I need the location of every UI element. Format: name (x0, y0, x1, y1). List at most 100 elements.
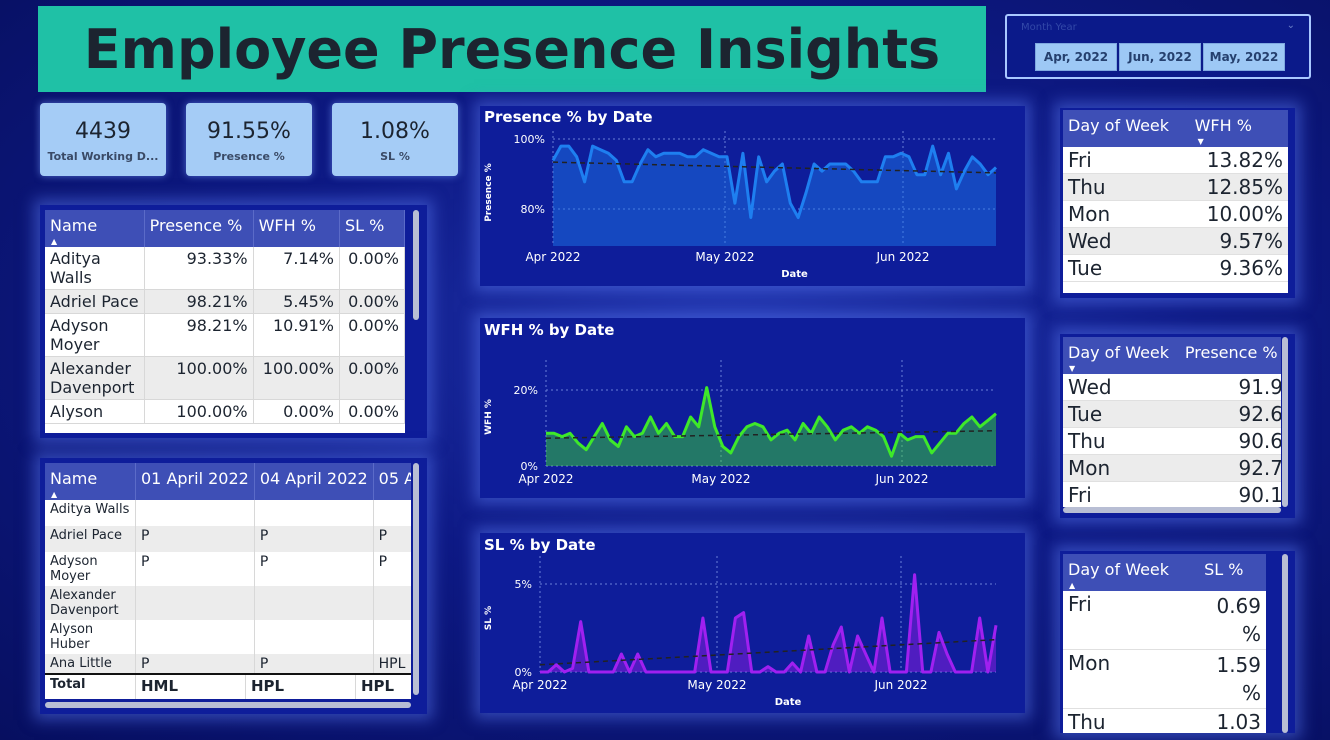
table-row[interactable]: Thu 12.85% (1063, 173, 1288, 201)
cell-name: Alexander Davenport (45, 586, 136, 620)
column-header-presence[interactable]: Presence % (1179, 337, 1281, 374)
attendance-hscrollbar[interactable] (45, 702, 411, 708)
wfh-by-date-chart[interactable]: 0% 20% Apr 2022 May 2022 Jun 2022 WFH % (480, 318, 1025, 498)
presence-dow-vscrollbar[interactable] (1282, 337, 1288, 507)
table-row[interactable]: Fri 90.1 (1063, 481, 1281, 507)
cell-value: 0.69% (1199, 591, 1266, 650)
cell-wfh: 100.00% (253, 356, 340, 400)
x-tick-label: Jun 2022 (875, 250, 929, 264)
x-tick-label: May 2022 (691, 472, 750, 486)
column-header-sl[interactable]: SL % (1199, 554, 1266, 591)
cell-wfh: 5.45% (253, 289, 340, 314)
cell-status: P (135, 654, 255, 674)
series-line (540, 573, 998, 674)
kpi-label: SL % (380, 150, 410, 163)
table-row[interactable]: Adriel Pace P P P (45, 526, 411, 552)
table-row[interactable]: Alyson Huber (45, 620, 411, 654)
column-header-sl[interactable]: SL % (339, 210, 405, 247)
employee-table-scrollbar[interactable] (413, 210, 419, 320)
table-row[interactable]: Wed 91.9 (1063, 374, 1281, 401)
kpi-card-presence[interactable]: 91.55% Presence % (186, 103, 312, 176)
cell-value: 91.9 (1179, 374, 1281, 401)
table-row[interactable]: Adyson Moyer 98.21% 10.91% 0.00% (45, 313, 405, 357)
y-axis-label: WFH % (484, 399, 494, 435)
presence-dow-hscrollbar[interactable] (1063, 507, 1281, 513)
kpi-card-sl[interactable]: 1.08% SL % (332, 103, 458, 176)
cell-value: 9.36% (1189, 254, 1288, 282)
slicer-chip[interactable]: May, 2022 (1203, 43, 1285, 71)
total-cell: HML (135, 673, 246, 699)
y-tick-label: 5% (515, 578, 532, 591)
table-row[interactable]: Adyson Moyer P P P (45, 552, 411, 586)
column-header-date[interactable]: 05 Apri (373, 463, 411, 500)
column-header-wfh[interactable]: WFH % ▼ (1189, 110, 1288, 147)
cell-day: Mon (1063, 649, 1200, 709)
x-tick-label: Jun 2022 (873, 678, 927, 692)
kpi-card-total-working-days[interactable]: 4439 Total Working D... (40, 103, 166, 176)
table-row[interactable]: Aditya Walls 93.33% 7.14% 0.00% (45, 247, 405, 290)
sort-ascending-icon[interactable]: ▲ (51, 490, 58, 499)
slicer-chip[interactable]: Jun, 2022 (1119, 43, 1201, 71)
cell-name: Ana Little (45, 654, 136, 674)
kpi-value: 4439 (75, 119, 131, 144)
sort-ascending-icon[interactable]: ▲ (1069, 581, 1076, 590)
table-row[interactable]: Tue 92.6 (1063, 400, 1281, 428)
table-row[interactable]: Mon 92.7 (1063, 454, 1281, 482)
table-row[interactable]: Alexander Davenport 100.00% 100.00% 0.00… (45, 356, 405, 400)
kpi-label: Presence % (213, 150, 285, 163)
table-row[interactable]: Wed 9.57% (1063, 227, 1288, 255)
attendance-vscrollbar[interactable] (413, 463, 419, 695)
cell-name: Alexander Davenport (45, 356, 145, 400)
sl-by-date-chart[interactable]: 0% 5% Apr 2022 May 2022 Jun 2022 Date SL % (480, 533, 1025, 713)
cell-day: Thu (1063, 427, 1180, 455)
employee-table[interactable]: Name ▲ Presence % WFH % SL % Aditya Walls… (45, 210, 405, 433)
cell-day: Fri (1063, 481, 1180, 507)
sl-by-day-table[interactable]: Day of Week ▲ SL % Fri 0.69% Mon 1.59% Thu 1… (1063, 554, 1266, 733)
cell-value: 90.6 (1179, 427, 1281, 455)
table-row[interactable]: Thu 1.03 (1063, 708, 1266, 733)
sl-dow-vscrollbar[interactable] (1282, 554, 1288, 733)
y-tick-label: 100% (514, 133, 545, 146)
table-row[interactable]: Ana Little P P HPL (45, 654, 411, 674)
sort-descending-icon[interactable]: ▼ (1197, 137, 1204, 146)
table-row[interactable]: Tue 9.36% (1063, 254, 1288, 282)
column-header-name[interactable]: Name ▲ (45, 210, 145, 247)
cell-status (135, 620, 255, 654)
y-tick-label: 0% (521, 460, 538, 473)
column-header-day[interactable]: Day of Week ▼ (1063, 337, 1180, 374)
column-header-day[interactable]: Day of Week ▲ (1063, 554, 1200, 591)
x-tick-label: Apr 2022 (525, 250, 580, 264)
column-header-day[interactable]: Day of Week (1063, 110, 1190, 147)
sort-descending-icon[interactable]: ▼ (1069, 364, 1076, 373)
cell-name: Alyson Huber (45, 620, 136, 654)
table-row[interactable]: Alyson 100.00% 0.00% 0.00% (45, 399, 405, 424)
table-row[interactable]: Adriel Pace 98.21% 5.45% 0.00% (45, 289, 405, 314)
attendance-matrix[interactable]: Name▲ 01 April 2022 04 April 2022 05 Apr… (45, 463, 411, 699)
presence-by-day-table[interactable]: Day of Week ▼ Presence % Wed 91.9 Tue 92.6 … (1063, 337, 1281, 507)
slicer-label: Month Year (1021, 22, 1077, 33)
kpi-value: 91.55% (207, 119, 291, 144)
y-tick-label: 0% (515, 666, 532, 679)
column-header-presence[interactable]: Presence % (144, 210, 254, 247)
wfh-by-day-table[interactable]: Day of Week WFH % ▼ Fri 13.82% Thu 12.85% M… (1063, 110, 1288, 293)
table-row[interactable]: Aditya Walls (45, 500, 411, 526)
chevron-down-icon[interactable]: ⌄ (1286, 20, 1295, 31)
chart-title: WFH % by Date (484, 321, 615, 339)
slicer-chip[interactable]: Apr, 2022 (1035, 43, 1117, 71)
column-header-name[interactable]: Name ▲ (45, 463, 136, 500)
column-header-wfh[interactable]: WFH % (253, 210, 340, 247)
table-row[interactable]: Alexander Davenport (45, 586, 411, 620)
column-header-date[interactable]: 04 April 2022 (254, 463, 374, 500)
table-row[interactable]: Thu 90.6 (1063, 427, 1281, 455)
table-row[interactable]: Mon 10.00% (1063, 200, 1288, 228)
presence-by-date-chart[interactable]: 80% 100% Apr 2022 May 2022 Jun 2022 Date Prese… (480, 106, 1025, 286)
month-year-slicer[interactable]: Month Year ⌄ Apr, 2022 Jun, 2022 May, 20… (1005, 14, 1311, 79)
table-row[interactable]: Mon 1.59% (1063, 649, 1266, 709)
cell-value: 10.00% (1189, 200, 1288, 228)
table-row[interactable]: Fri 13.82% (1063, 147, 1288, 174)
table-row[interactable]: Fri 0.69% (1063, 591, 1266, 650)
cell-status: P (254, 526, 374, 552)
cell-value: 92.7 (1179, 454, 1281, 482)
sort-ascending-icon[interactable]: ▲ (51, 237, 58, 246)
column-header-date[interactable]: 01 April 2022 (135, 463, 255, 500)
